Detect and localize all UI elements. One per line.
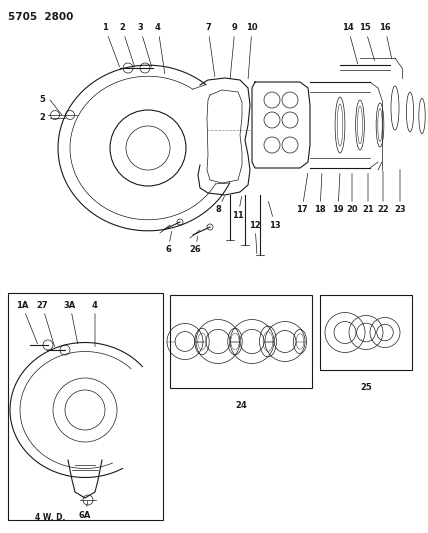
Text: 1: 1	[102, 23, 119, 67]
Text: 23: 23	[394, 169, 406, 214]
Text: 1A: 1A	[16, 301, 38, 344]
Bar	[320, 295, 412, 370]
Text: 8: 8	[215, 196, 224, 214]
Text: 26: 26	[189, 236, 201, 254]
Text: 4: 4	[155, 23, 165, 74]
Text: 11: 11	[232, 196, 244, 220]
Text: 2: 2	[119, 23, 134, 67]
Text: 19: 19	[332, 173, 344, 214]
Text: 5: 5	[39, 95, 45, 104]
Text: 13: 13	[268, 201, 281, 230]
Text: 5705  2800: 5705 2800	[8, 12, 73, 22]
Text: 12: 12	[249, 221, 261, 254]
Text: 7: 7	[205, 23, 215, 77]
Text: 3: 3	[137, 23, 152, 67]
Text: 3A: 3A	[64, 301, 78, 344]
Text: 9: 9	[230, 23, 238, 78]
Text: 25: 25	[360, 384, 372, 392]
Text: 2: 2	[39, 114, 45, 123]
Text: 24: 24	[235, 401, 247, 410]
Text: 10: 10	[246, 23, 258, 78]
Text: 15: 15	[359, 23, 374, 61]
Text: 4: 4	[92, 301, 98, 346]
Text: 16: 16	[379, 23, 392, 59]
Text: 6A: 6A	[79, 502, 91, 520]
Text: 22: 22	[377, 172, 389, 214]
Text: 27: 27	[36, 301, 55, 346]
Text: 6: 6	[165, 231, 172, 254]
Text: 21: 21	[362, 173, 374, 214]
Text: 14: 14	[342, 23, 358, 63]
Text: 4 W. D.: 4 W. D.	[35, 513, 65, 522]
Text: 18: 18	[314, 173, 326, 214]
Text: 20: 20	[346, 173, 358, 214]
Bar	[170, 295, 312, 388]
Text: 17: 17	[296, 173, 308, 214]
Bar	[8, 293, 163, 520]
